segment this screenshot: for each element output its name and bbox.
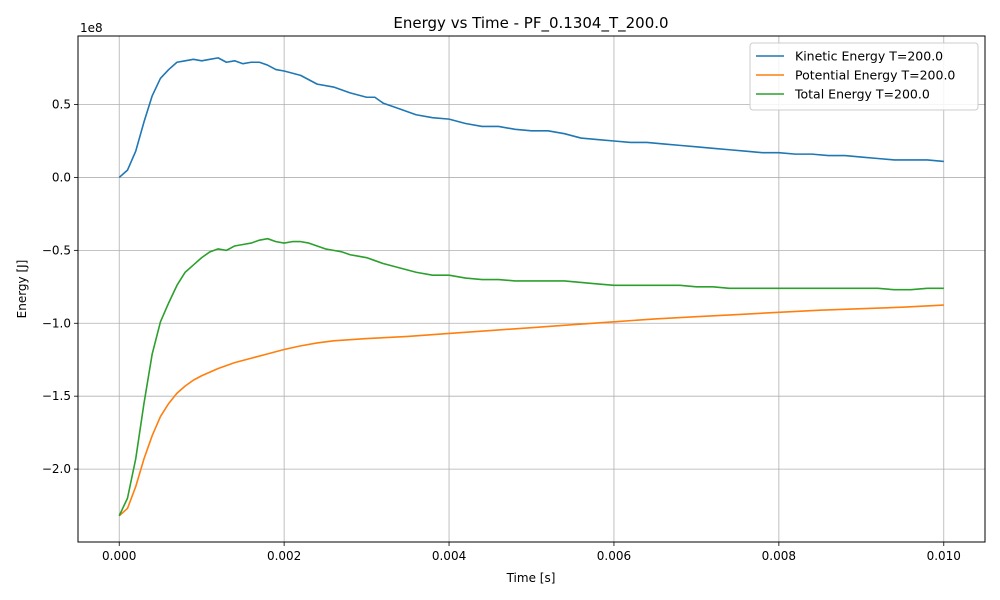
legend-box — [749, 42, 979, 111]
chart-title: Energy vs Time - PF_0.1304_T_200.0 — [393, 14, 668, 33]
series-lines — [118, 57, 944, 517]
x-tick-label: 0.000 — [102, 549, 136, 563]
series-line-2 — [118, 304, 944, 517]
legend: Kinetic Energy T=200.0 Potential Energy T… — [749, 42, 979, 111]
y-tick-label: 0.0 — [52, 170, 71, 184]
x-tick-label: 0.002 — [267, 549, 301, 563]
x-tick-label: 0.006 — [597, 549, 631, 563]
x-tick-label: 0.004 — [432, 549, 466, 563]
plot-frame — [77, 35, 986, 543]
x-axis: 0.000 0.002 0.004 0.006 0.008 0.010 — [102, 542, 961, 563]
x-tick-label: 0.010 — [927, 549, 961, 563]
x-axis-label: Time [s] — [506, 571, 556, 585]
x-tick-label: 0.008 — [762, 549, 796, 563]
series-line-1 — [118, 57, 944, 179]
y-offset-label: 1e8 — [80, 21, 103, 35]
legend-label-1: Kinetic Energy T=200.0 — [795, 49, 943, 64]
y-tick-label: 0.5 — [52, 98, 71, 112]
y-axis: −2.0 −1.5 −1.0 −0.5 0.0 0.5 — [42, 98, 78, 476]
y-axis-label: Energy [J] — [15, 260, 29, 319]
legend-label-3: Total Energy T=200.0 — [794, 87, 930, 102]
y-tick-label: −2.0 — [42, 462, 71, 476]
legend-label-2: Potential Energy T=200.0 — [795, 68, 955, 83]
y-tick-label: −1.0 — [42, 316, 71, 330]
y-tick-label: −0.5 — [42, 243, 71, 257]
series-line-3 — [118, 237, 944, 517]
y-tick-label: −1.5 — [42, 389, 71, 403]
